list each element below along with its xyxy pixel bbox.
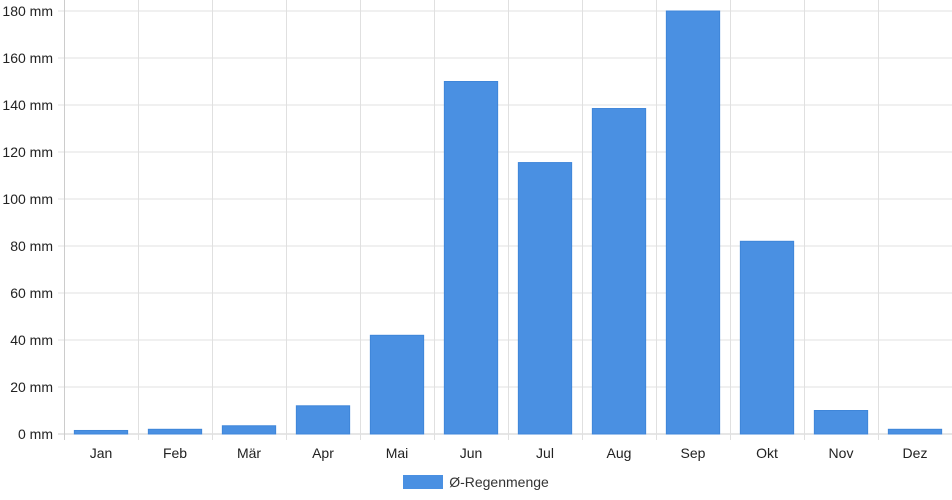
x-tick-label: Mai [386,445,409,461]
y-axis-ticks: 0 mm 20 mm 40 mm 60 mm 80 mm 100 mm 120 mm 140 … [2,3,53,442]
x-tick-label: Mär [237,445,261,461]
x-tick-label: Feb [163,445,187,461]
x-tick-label: Okt [756,445,778,461]
bar-jan [73,429,129,435]
bar-feb [147,428,203,435]
y-tick-label: 180 mm [2,3,53,19]
x-tick-label: Nov [829,445,854,461]
bar-mär [221,425,277,435]
bar-sep [665,10,721,435]
legend-label: Ø-Regenmenge [449,474,549,490]
bar-jun [443,81,499,435]
x-tick-label: Dez [903,445,928,461]
y-tick-label: 100 mm [2,191,53,207]
y-tick-label: 40 mm [10,332,53,348]
x-tick-label: Aug [607,445,632,461]
x-tick-label: Jun [460,445,483,461]
y-tick-label: 120 mm [2,144,53,160]
y-tick-label: 60 mm [10,285,53,301]
legend-swatch [403,475,444,489]
x-tick-label: Apr [312,445,334,461]
bars [73,10,943,435]
bar-apr [295,405,351,435]
y-tick-label: 140 mm [2,97,53,113]
x-tick-label: Jul [536,445,554,461]
grid-lines [58,0,952,440]
legend-item-rainfall[interactable]: Ø-Regenmenge [403,474,549,490]
bar-dez [887,428,943,435]
bar-jul [517,162,573,435]
bar-okt [739,240,795,435]
chart-legend: Ø-Regenmenge [0,472,952,492]
y-tick-label: 0 mm [18,426,53,442]
y-tick-label: 160 mm [2,50,53,66]
x-tick-label: Jan [90,445,113,461]
bar-nov [813,410,869,435]
y-tick-label: 20 mm [10,379,53,395]
bar-aug [591,108,647,435]
rainfall-bar-chart: 0 mm 20 mm 40 mm 60 mm 80 mm 100 mm 120 mm 140 … [2,0,952,461]
x-axis-ticks: Jan Feb Mär Apr Mai Jun Jul Aug Sep Okt Nov Dez [90,445,928,461]
x-tick-label: Sep [681,445,706,461]
bar-mai [369,334,425,435]
y-tick-label: 80 mm [10,238,53,254]
